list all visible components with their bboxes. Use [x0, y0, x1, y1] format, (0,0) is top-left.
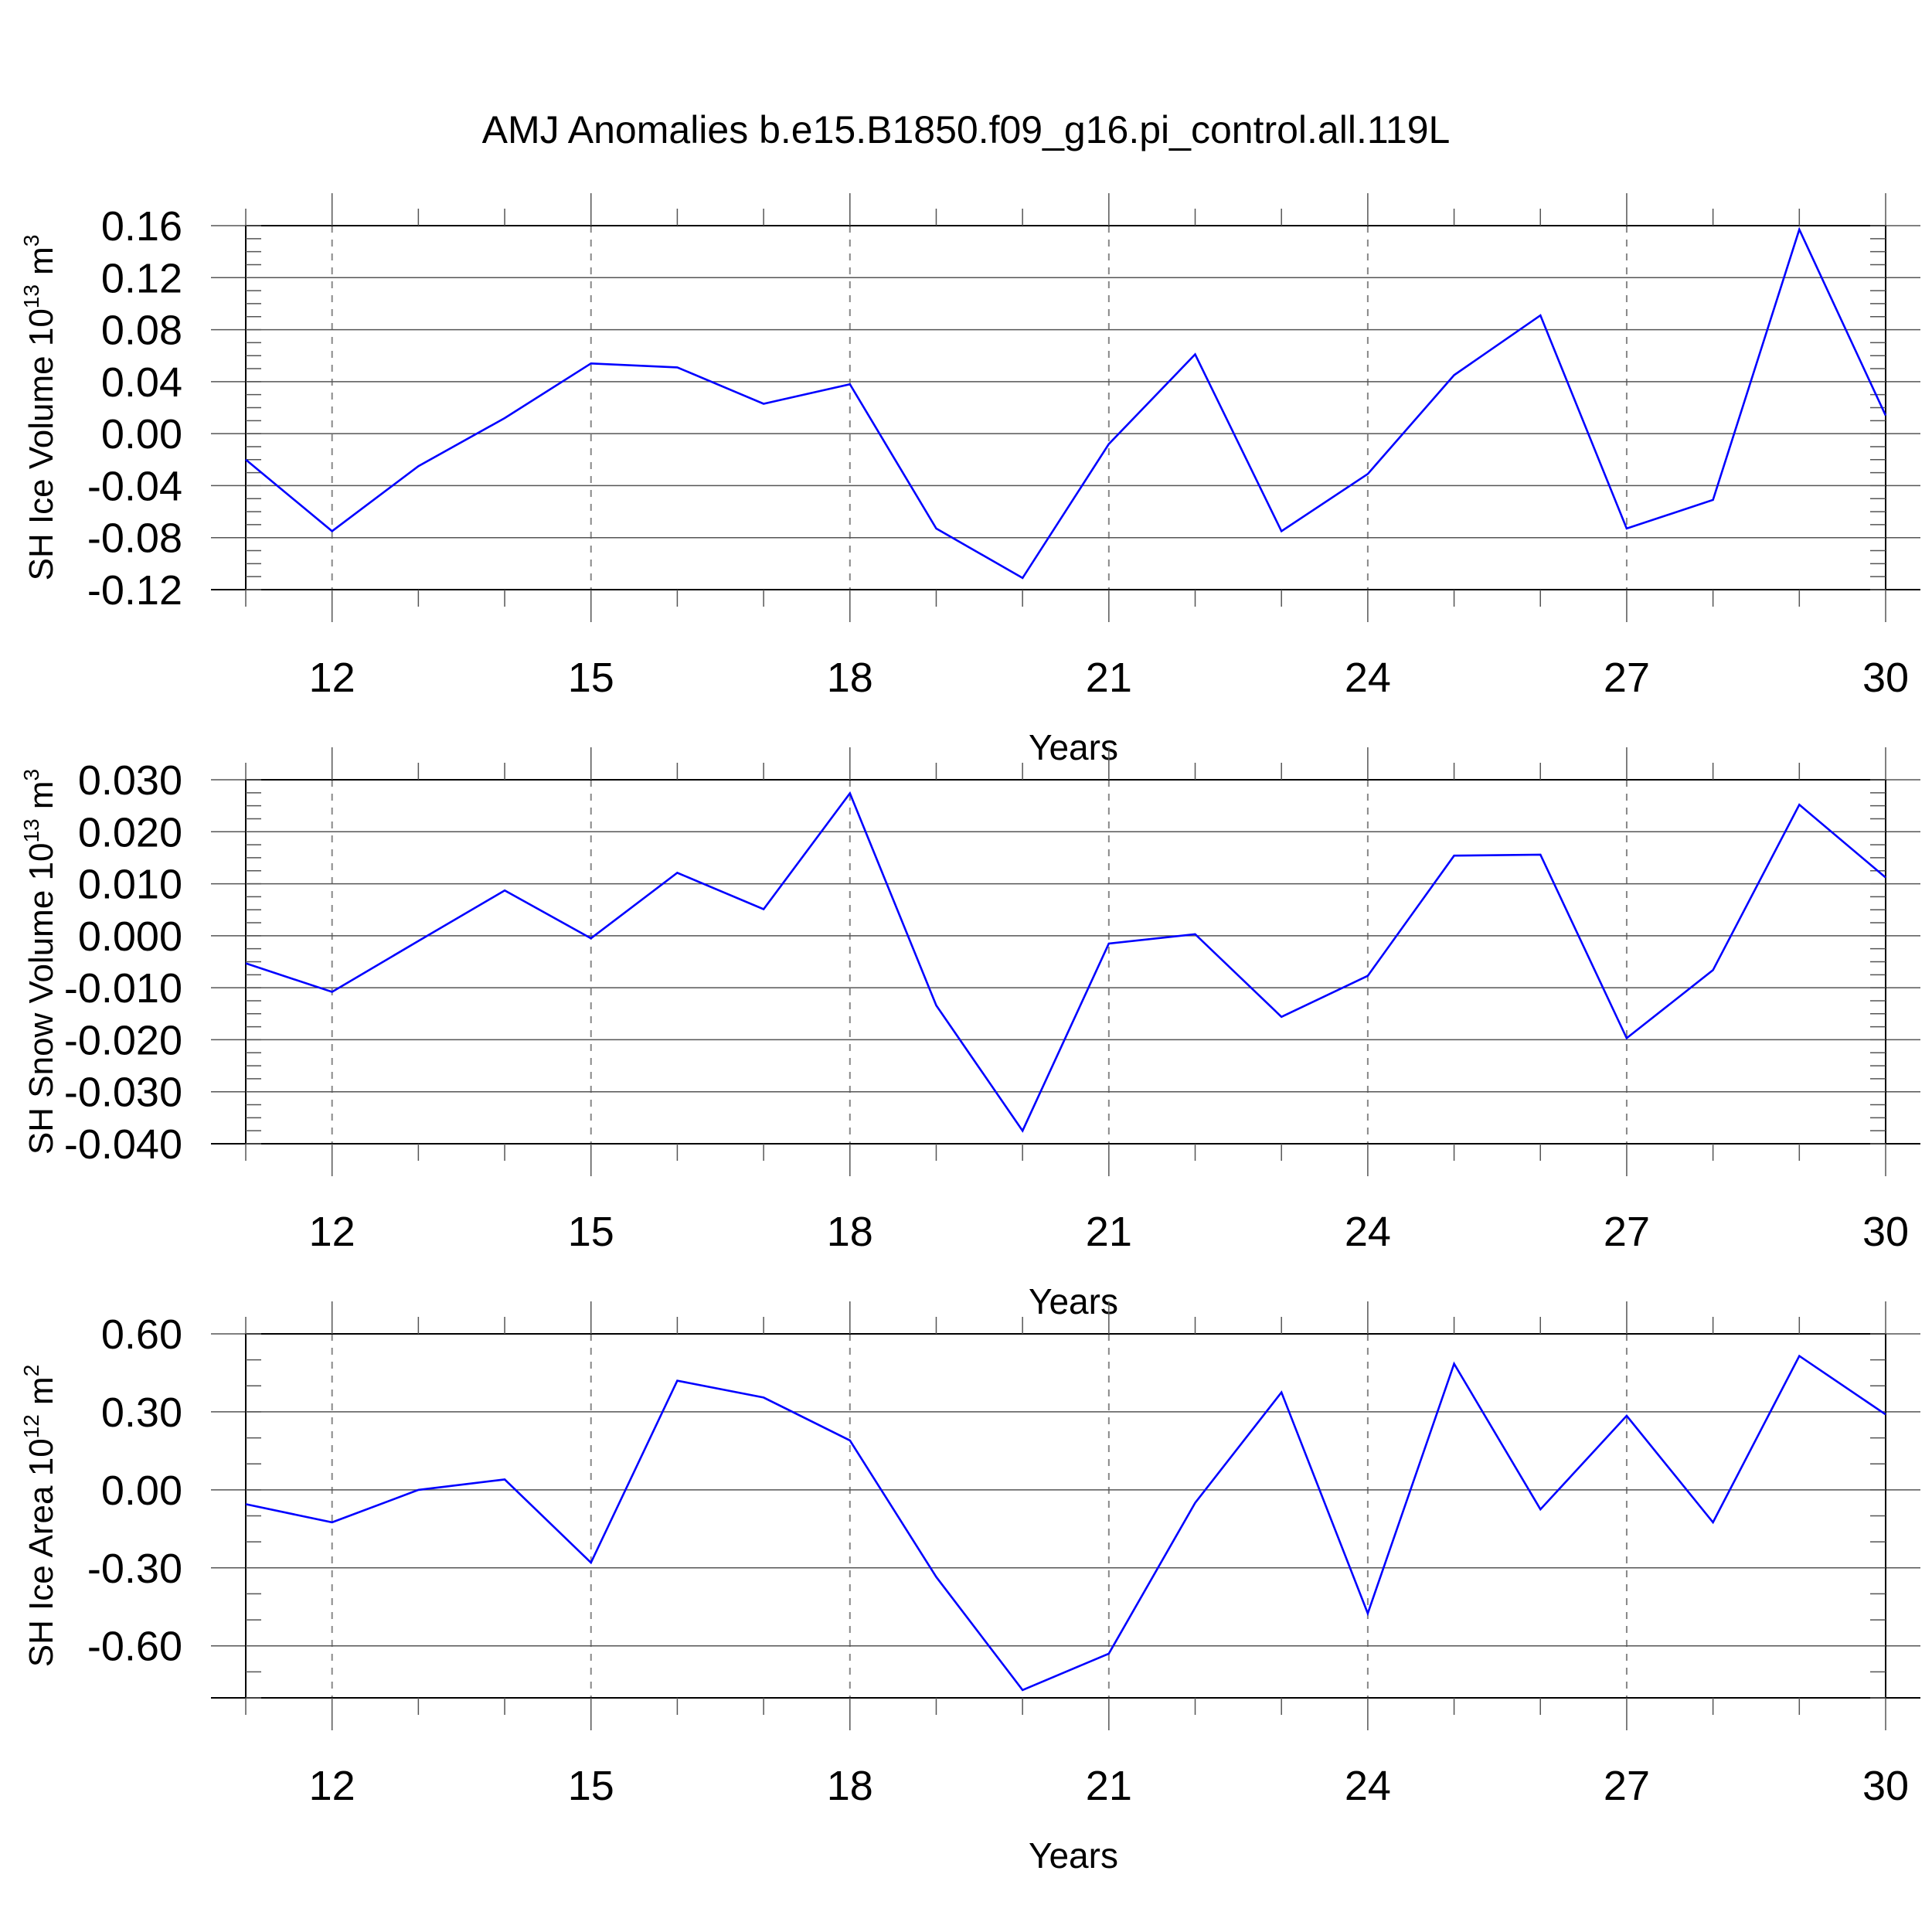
x-tick-label: 12 [309, 655, 355, 701]
y-tick-label: 0.00 [101, 1468, 182, 1514]
y-tick-label: -0.12 [87, 567, 182, 614]
y-tick-label: -0.010 [64, 965, 182, 1012]
panel-1: 12 15 18 21 24 27 30 0.16 0.12 0.08 0.04 0.00 -0.04 -… [19, 193, 1920, 767]
x-tick-label: 27 [1604, 1209, 1650, 1255]
chart-title: AMJ Anomalies b.e15.B1850.f09_g16.pi_con… [482, 108, 1451, 151]
y-tick-label: 0.60 [101, 1311, 182, 1358]
y-tick-label: -0.60 [87, 1624, 182, 1670]
y-tick-label: 0.00 [101, 411, 182, 457]
y-tick-label: 0.12 [101, 255, 182, 301]
y-tick-label: -0.08 [87, 515, 182, 562]
series-line [245, 791, 1886, 1133]
x-tick-label: 21 [1086, 655, 1132, 701]
y-tick-label: -0.030 [64, 1070, 182, 1116]
x-axis-label: Years [1029, 1835, 1118, 1876]
x-tick-label: 12 [309, 1763, 355, 1809]
x-tick-label: 21 [1086, 1763, 1132, 1809]
x-tick-label: 30 [1862, 655, 1909, 701]
x-axis-label: Years [1029, 727, 1118, 767]
x-tick-label: 27 [1604, 1763, 1650, 1809]
x-tick-label: 21 [1086, 1209, 1132, 1255]
x-tick-label: 24 [1345, 1763, 1391, 1809]
x-tick-label: 15 [568, 1209, 614, 1255]
x-tick-label: 24 [1345, 655, 1391, 701]
x-tick-label: 27 [1604, 655, 1650, 701]
y-tick-label: 0.16 [101, 203, 182, 250]
x-tick-label: 30 [1862, 1209, 1909, 1255]
y-tick-label: -0.30 [87, 1546, 182, 1592]
y-tick-label: 0.010 [78, 862, 182, 908]
y-tick-label: 0.04 [101, 359, 182, 406]
panels: 12 15 18 21 24 27 30 0.16 0.12 0.08 0.04 0.00 -0.04 -… [19, 193, 1920, 1876]
y-tick-label: -0.04 [87, 463, 182, 509]
x-tick-label: 15 [568, 655, 614, 701]
series-line [245, 226, 1887, 580]
x-tick-label: 12 [309, 1209, 355, 1255]
y-axis-label: SH Ice Area 1012 m2 [19, 1365, 60, 1668]
y-tick-label: 0.30 [101, 1389, 182, 1436]
y-tick-label: 0.020 [78, 809, 182, 855]
y-tick-label: 0.000 [78, 913, 182, 960]
y-axis-label: SH Ice Volume 1013 m3 [19, 235, 60, 581]
x-tick-label: 18 [827, 1209, 873, 1255]
y-tick-label: -0.040 [64, 1121, 182, 1168]
x-axis-label: Years [1029, 1281, 1118, 1321]
y-tick-label: 0.030 [78, 757, 182, 804]
panel-3: 12 15 18 21 24 27 30 0.60 0.30 0.00 -0.30 -0.60 Year… [19, 1301, 1920, 1876]
x-tick-label: 24 [1345, 1209, 1391, 1255]
series-line [245, 1354, 1886, 1692]
x-tick-label: 18 [827, 655, 873, 701]
x-tick-label: 18 [827, 1763, 873, 1809]
y-tick-label: -0.020 [64, 1017, 182, 1063]
x-tick-label: 15 [568, 1763, 614, 1809]
y-tick-label: 0.08 [101, 308, 182, 354]
y-axis-label: SH Snow Volume 1013 m3 [19, 769, 60, 1155]
panel-2: 12 15 18 21 24 27 30 0.030 0.020 0.010 0.000 -0.010… [19, 747, 1920, 1321]
x-tick-label: 30 [1862, 1763, 1909, 1809]
